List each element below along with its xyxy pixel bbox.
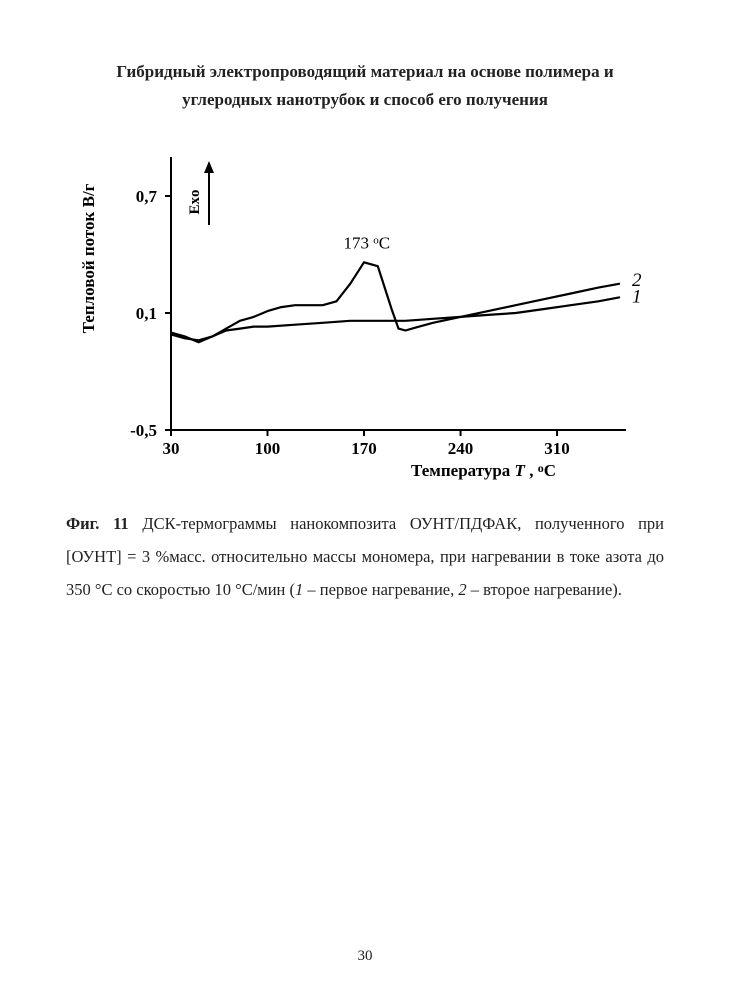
caption-text-3: – второе нагревание). <box>467 580 622 599</box>
page-number: 30 <box>0 948 730 965</box>
svg-text:2: 2 <box>632 270 642 291</box>
document-title: Гибридный электропроводящий материал на … <box>66 58 664 114</box>
dsc-chart: -0,5 0,1 0,7 30 100 170 240 310 Тепловой поток В… <box>66 142 664 487</box>
caption-italic-2: 2 <box>458 580 466 599</box>
svg-text:30: 30 <box>163 439 180 458</box>
svg-text:170: 170 <box>351 439 377 458</box>
svg-text:240: 240 <box>448 439 474 458</box>
chart-svg: -0,5 0,1 0,7 30 100 170 240 310 Тепловой поток В… <box>66 142 646 482</box>
svg-text:Температура T , oC: Температура T , oC <box>411 461 556 480</box>
svg-text:310: 310 <box>544 439 570 458</box>
svg-text:0,1: 0,1 <box>136 304 157 323</box>
svg-text:100: 100 <box>255 439 280 458</box>
figure-label: Фиг. 11 <box>66 514 129 533</box>
figure-caption: Фиг. 11 ДСК-термограммы нанокомпозита ОУ… <box>66 507 664 606</box>
svg-text:0,7: 0,7 <box>136 187 158 206</box>
caption-text-2: – первое нагревание, <box>303 580 458 599</box>
svg-text:173 oC: 173 oC <box>343 233 390 252</box>
svg-text:-0,5: -0,5 <box>130 421 157 440</box>
title-line-2: углеродных нанотрубок и способ его получ… <box>182 90 548 109</box>
svg-text:Exo: Exo <box>187 190 203 215</box>
svg-text:Тепловой поток В/г: Тепловой поток В/г <box>79 183 98 333</box>
page: Гибридный электропроводящий материал на … <box>0 0 730 999</box>
title-line-1: Гибридный электропроводящий материал на … <box>116 62 613 81</box>
